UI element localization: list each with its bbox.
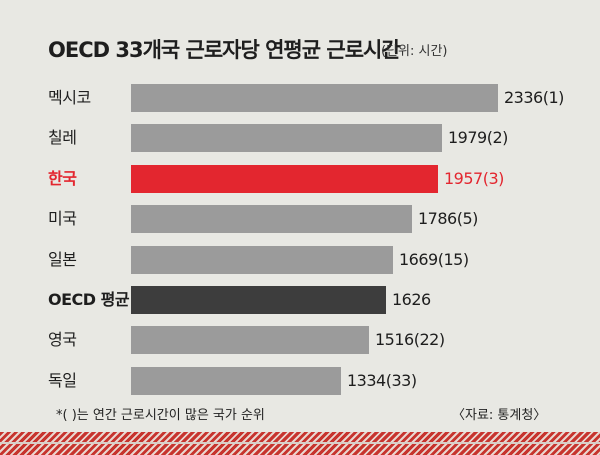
value-label: 1786(5) — [418, 209, 478, 228]
bar — [131, 367, 341, 395]
category-label: 칠레 — [48, 128, 77, 147]
source-label: 〈자료: 통계청〉 — [452, 408, 547, 423]
category-label: 영국 — [48, 330, 77, 349]
category-label: 독일 — [48, 371, 77, 390]
category-label: 멕시코 — [48, 88, 91, 107]
chart-title: OECD 33개국 근로자당 연평균 근로시간 — [48, 38, 401, 62]
value-label: 1626 — [392, 290, 431, 309]
value-label: 1669(15) — [399, 250, 469, 269]
category-label: 미국 — [48, 209, 77, 228]
category-label: 한국 — [48, 169, 77, 188]
value-label: 1979(2) — [448, 128, 508, 147]
category-label: 일본 — [48, 250, 77, 269]
decorative-stripe-band — [0, 432, 600, 455]
bar — [131, 246, 393, 274]
bar — [131, 326, 369, 354]
bar — [131, 84, 498, 112]
value-label: 2336(1) — [504, 88, 564, 107]
value-label: 1516(22) — [375, 330, 445, 349]
footnote: *( )는 연간 근로시간이 많은 국가 순위 — [56, 408, 265, 423]
category-label: OECD 평균 — [48, 290, 130, 309]
bar — [131, 124, 442, 152]
bar — [131, 205, 412, 233]
unit-label: (단위: 시간) — [381, 44, 448, 59]
bar — [131, 286, 386, 314]
value-label: 1334(33) — [347, 371, 417, 390]
value-label: 1957(3) — [444, 169, 504, 188]
bar — [131, 165, 438, 193]
